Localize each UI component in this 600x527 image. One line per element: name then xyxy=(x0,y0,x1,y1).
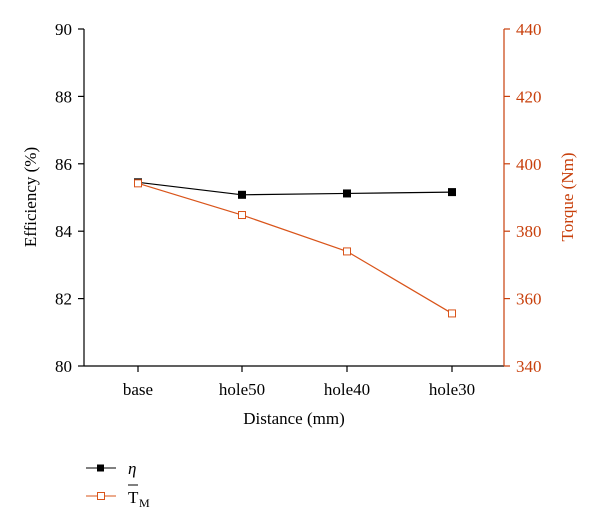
y-left-tick-label: 90 xyxy=(55,20,72,39)
series-1-point-3 xyxy=(448,309,456,318)
y-right-tick-label: 340 xyxy=(516,357,542,376)
y-right-tick-label: 400 xyxy=(516,155,542,174)
legend-label-torque: T M xyxy=(128,484,150,510)
x-axis-title: Distance (mm) xyxy=(243,409,345,428)
y-axis-right-ticks: 340 360 380 400 420 440 xyxy=(504,20,542,376)
y-left-tick-label: 86 xyxy=(55,155,72,174)
legend-marker-torque xyxy=(97,492,105,500)
legend-label-eta: η xyxy=(128,459,136,478)
x-tick-label: hole30 xyxy=(429,380,475,399)
y-left-tick-label: 88 xyxy=(55,87,72,106)
x-axis-ticks: base hole50 hole40 hole30 xyxy=(123,366,475,399)
y-right-tick-label: 380 xyxy=(516,222,542,241)
x-tick-label: hole50 xyxy=(219,380,265,399)
legend-label-torque-sub: M xyxy=(139,496,150,510)
y-axis-left-title: Efficiency (%) xyxy=(21,147,40,247)
series-0-point-2 xyxy=(343,189,351,198)
series-1-point-1 xyxy=(238,211,246,220)
x-tick-label: base xyxy=(123,380,153,399)
y-axis-right-title: Torque (Nm) xyxy=(558,153,577,242)
legend-marker-eta xyxy=(97,464,104,472)
legend: η T M xyxy=(86,459,150,510)
series-1-point-2 xyxy=(343,247,351,256)
x-tick-label: hole40 xyxy=(324,380,370,399)
series-line-0 xyxy=(137,181,453,196)
series-layer xyxy=(134,178,456,318)
y-left-tick-label: 84 xyxy=(55,222,73,241)
series-1-point-0 xyxy=(134,179,142,188)
y-left-tick-label: 82 xyxy=(55,290,72,309)
y-right-tick-label: 440 xyxy=(516,20,542,39)
y-axis-left-ticks: 80 82 84 86 88 90 xyxy=(55,20,84,376)
series-line-1 xyxy=(137,182,453,314)
y-right-tick-label: 420 xyxy=(516,87,542,106)
series-0-point-3 xyxy=(448,188,456,197)
legend-label-torque-main: T xyxy=(128,488,139,507)
y-left-tick-label: 80 xyxy=(55,357,72,376)
y-right-tick-label: 360 xyxy=(516,290,542,309)
series-0-point-1 xyxy=(238,190,246,199)
